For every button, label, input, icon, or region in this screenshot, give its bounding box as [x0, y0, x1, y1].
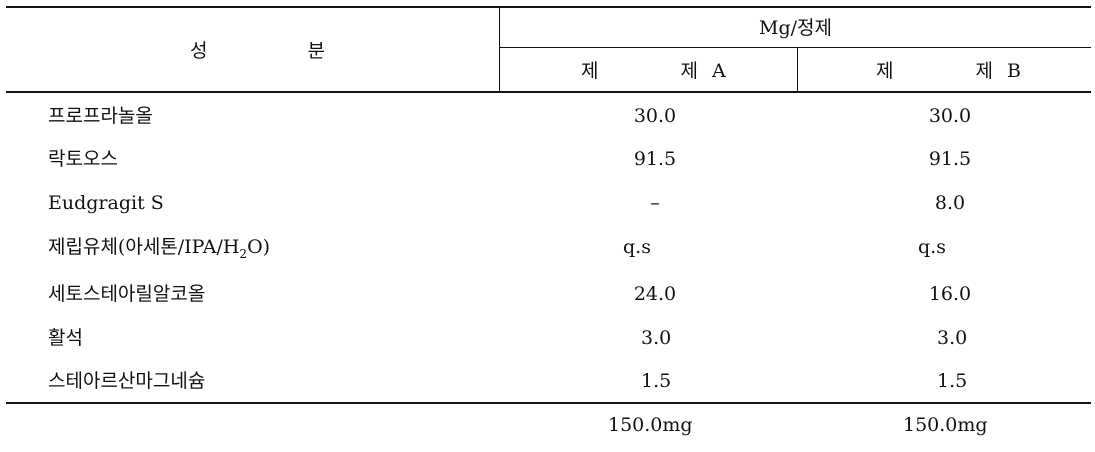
row-name: Eudgragit S: [48, 192, 164, 214]
unit-label: Mg/정제: [759, 17, 832, 39]
row-name: 활석: [48, 327, 83, 349]
row-value-a: q.s: [623, 236, 651, 258]
formulation-b-prefix: 제: [876, 60, 894, 82]
top-rule: [6, 6, 1091, 8]
row-value-b: 30.0: [928, 105, 972, 127]
row-name-pre: 제립유체(아세톤/IPA/H: [48, 236, 240, 258]
formulation-b-word: 제: [975, 60, 993, 82]
row-value-a: 91.5: [633, 148, 677, 170]
row-value-a: –: [650, 192, 660, 214]
total-value-b: 150.0mg: [903, 414, 988, 436]
row-value-b: 8.0: [934, 192, 966, 214]
row-name-post: O): [247, 236, 271, 258]
unit-header: Mg/정제: [500, 17, 1091, 39]
row-value-a: 24.0: [633, 283, 677, 305]
formulation-b-letter: B: [1006, 60, 1021, 82]
ingredient-header-b: 분: [307, 40, 325, 62]
row-value-a: 30.0: [633, 105, 677, 127]
row-name: 세토스테아릴알코올: [48, 283, 206, 305]
row-name: 프로프라놀올: [48, 105, 153, 127]
subheader-rule: [500, 47, 1091, 48]
formulation-a-letter: A: [711, 60, 726, 82]
row-name: 락토오스: [48, 148, 118, 170]
formulation-a-word: 제: [680, 60, 698, 82]
ingredient-header-a: 성: [190, 40, 208, 62]
header-divider-main: [499, 6, 500, 92]
row-name: 제립유체(아세톤/IPA/H2O): [48, 236, 271, 261]
header-bottom-rule: [6, 91, 1091, 93]
row-value-b: 1.5: [937, 370, 968, 392]
row-value-b: 3.0: [937, 327, 968, 349]
formulation-a-prefix: 제: [581, 60, 599, 82]
header-divider-sub: [797, 47, 798, 92]
total-value-a: 150.0mg: [608, 414, 693, 436]
body-bottom-rule: [6, 402, 1091, 404]
row-value-a: 1.5: [641, 370, 672, 392]
row-name: 스테아르산마그네슘: [48, 370, 206, 392]
row-value-b: 16.0: [928, 283, 972, 305]
row-name-subscript: 2: [239, 246, 248, 261]
row-value-a: 3.0: [641, 327, 672, 349]
row-value-b: q.s: [918, 236, 946, 258]
row-value-b: 91.5: [928, 148, 972, 170]
